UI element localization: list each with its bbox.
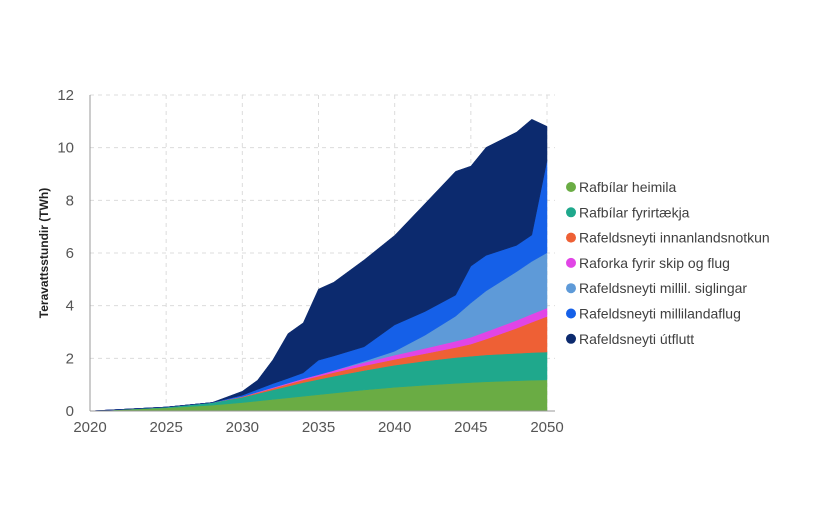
legend-marker — [566, 257, 576, 268]
area-series-7 — [89, 118, 548, 412]
y-tick-label: 10 — [57, 140, 74, 157]
x-tick-label: 2045 — [454, 419, 487, 436]
legend-label: Rafeldsneyti innanlandsnotkun — [579, 230, 770, 246]
legend: Rafbílar heimila Rafbílar fyrirtækja Rafel… — [566, 179, 770, 347]
legend-marker — [566, 333, 576, 344]
x-tick-labels: 2020 2025 2030 2035 2040 2045 2050 — [73, 419, 563, 436]
x-tick-label: 2030 — [226, 419, 259, 436]
y-tick-label: 2 — [66, 350, 74, 367]
x-tick-label: 2025 — [149, 419, 182, 436]
y-tick-label: 8 — [66, 192, 74, 209]
x-tick-label: 2035 — [302, 419, 335, 436]
y-axis-label: Teravattsstundir (TWh) — [37, 188, 51, 318]
legend-marker — [566, 232, 576, 243]
legend-marker — [566, 182, 576, 192]
legend-label: Rafeldsneyti millil. siglingar — [579, 280, 747, 296]
x-tick-label: 2050 — [530, 419, 563, 436]
legend-label: Rafeldsneyti útflutt — [579, 331, 694, 347]
y-tick-label: 6 — [66, 245, 74, 262]
x-tick-label: 2040 — [378, 419, 411, 436]
legend-label: Raforka fyrir skip og flug — [579, 255, 730, 271]
legend-label: Rafbílar heimila — [579, 179, 676, 195]
legend-label: Rafeldsneyti millilandaflug — [579, 306, 741, 322]
legend-label: Rafbílar fyrirtækja — [579, 204, 690, 220]
legend-marker — [566, 207, 576, 218]
series-areas — [89, 118, 548, 412]
x-tick-label: 2020 — [73, 419, 106, 436]
legend-marker — [566, 308, 576, 319]
legend-marker — [566, 283, 576, 294]
y-tick-label: 12 — [57, 87, 74, 104]
y-tick-labels: 0 2 4 6 8 10 12 — [57, 87, 74, 420]
y-tick-label: 4 — [66, 298, 74, 315]
axes — [89, 95, 555, 412]
y-tick-label: 0 — [66, 403, 74, 420]
